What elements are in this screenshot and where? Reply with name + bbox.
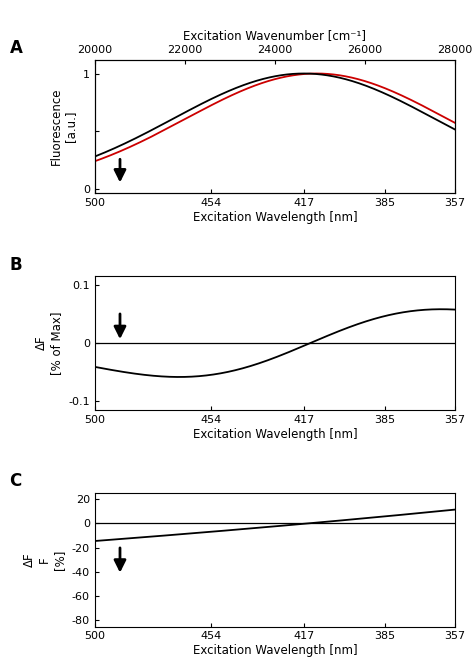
Y-axis label: ΔF
F
[%]: ΔF F [%]: [23, 550, 66, 570]
Text: A: A: [9, 39, 22, 57]
X-axis label: Excitation Wavelength [nm]: Excitation Wavelength [nm]: [192, 644, 357, 657]
Y-axis label: ΔF
[% of Max]: ΔF [% of Max]: [35, 312, 63, 375]
Text: C: C: [9, 472, 22, 490]
Y-axis label: Fluorescence
[a.u.]: Fluorescence [a.u.]: [49, 88, 77, 165]
X-axis label: Excitation Wavenumber [cm⁻¹]: Excitation Wavenumber [cm⁻¹]: [183, 29, 366, 42]
X-axis label: Excitation Wavelength [nm]: Excitation Wavelength [nm]: [192, 211, 357, 224]
Text: B: B: [9, 256, 22, 274]
X-axis label: Excitation Wavelength [nm]: Excitation Wavelength [nm]: [192, 428, 357, 441]
